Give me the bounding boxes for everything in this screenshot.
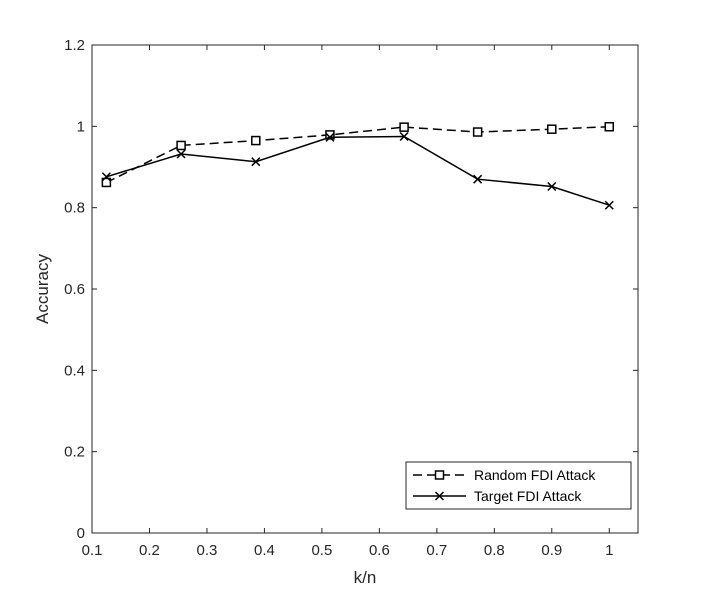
ticks-layer xyxy=(91,44,638,534)
data-point-square xyxy=(472,127,483,137)
data-point-square xyxy=(604,121,615,132)
data-point-x xyxy=(176,149,186,159)
x-tick-label: 0.7 xyxy=(426,542,447,559)
legend-box xyxy=(405,461,632,510)
legend: Random FDI Attack Target FDI Attack xyxy=(405,461,632,510)
y-tick-label: 1.2 xyxy=(64,37,85,54)
tick-labels-layer: 0.1 0.2 0.3 0.4 0.5 0.6 0.7 0.8 0.9 1 0 0.2 0.4 0.6 0.… xyxy=(64,37,613,559)
data-point-x xyxy=(399,131,409,142)
legend-label-target: Target FDI Attack xyxy=(474,488,582,504)
x-tick-label: 0.8 xyxy=(484,542,505,559)
x-tick-label: 0.6 xyxy=(369,542,390,559)
y-tick-label: 0.6 xyxy=(64,281,85,298)
y-tick-label: 0.4 xyxy=(64,362,85,379)
data-point-square xyxy=(399,122,409,132)
legend-marker-target xyxy=(434,491,445,501)
x-tick-label: 0.9 xyxy=(541,542,562,559)
series-layer xyxy=(101,121,615,210)
data-point-square xyxy=(101,177,112,188)
y-tick-label: 0 xyxy=(77,525,85,542)
plot-area-background xyxy=(92,45,638,533)
data-point-square xyxy=(547,124,557,134)
y-axis-label: Accuracy xyxy=(33,254,52,324)
y-tick-label: 0.8 xyxy=(64,200,85,217)
data-point-square xyxy=(251,135,261,146)
legend-marker-random xyxy=(434,470,445,480)
x-tick-label: 0.5 xyxy=(311,542,332,559)
x-tick-label: 0.2 xyxy=(139,542,160,559)
data-point-x xyxy=(604,200,614,210)
x-tick-label: 0.3 xyxy=(197,542,218,559)
x-tick-label: 1 xyxy=(605,542,613,559)
y-tick-label: 0.2 xyxy=(64,444,85,461)
data-point-x xyxy=(547,181,557,192)
x-tick-label: 0.4 xyxy=(254,542,275,559)
data-point-x xyxy=(101,172,111,182)
data-point-x xyxy=(473,174,483,184)
plot-area-frame xyxy=(91,44,639,534)
x-axis-label: k/n xyxy=(354,568,377,587)
data-point-x xyxy=(325,132,335,142)
data-point-square xyxy=(325,130,335,140)
x-tick-label: 0.1 xyxy=(82,542,103,559)
series-line-random xyxy=(106,125,610,184)
legend-label-random: Random FDI Attack xyxy=(474,467,596,483)
series-line-target xyxy=(106,135,610,206)
data-point-x xyxy=(251,157,261,167)
y-tick-label: 1 xyxy=(77,118,85,135)
data-point-square xyxy=(176,140,186,151)
